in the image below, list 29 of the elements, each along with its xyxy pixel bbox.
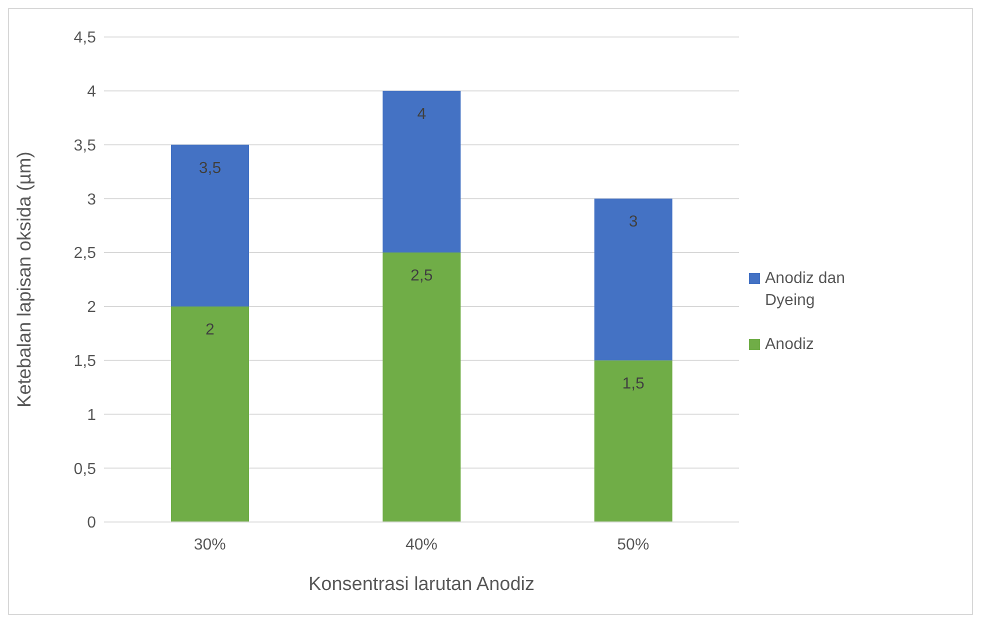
- y-tick-label: 2: [87, 298, 96, 316]
- y-tick-label: 2,5: [74, 244, 96, 262]
- bar: [382, 90, 461, 252]
- data-label: 2,5: [410, 267, 433, 284]
- y-tick-label: 4,5: [74, 29, 96, 46]
- total-label: 3: [628, 213, 638, 230]
- x-tick-label: 40%: [405, 536, 438, 553]
- x-axis-title: Konsentrasi larutan Anodiz: [308, 574, 535, 594]
- legend-label: Anodiz: [765, 334, 814, 354]
- bar: [171, 306, 249, 522]
- y-tick-label: 0: [87, 514, 96, 532]
- y-tick-label: 4: [87, 83, 96, 100]
- y-tick-label: 3: [87, 190, 96, 208]
- x-tick-label: 30%: [194, 536, 226, 553]
- x-tick-label: 50%: [617, 536, 650, 553]
- bar: [594, 360, 672, 522]
- y-axis-title: Ketebalan lapisan oksida (µm): [14, 151, 36, 407]
- bar: [594, 198, 672, 360]
- legend-label: Anodiz dan Dyeing: [765, 268, 846, 310]
- data-label: 1,5: [622, 374, 645, 392]
- data-label: 2: [206, 320, 215, 338]
- y-tick-label: 1,5: [74, 352, 96, 370]
- y-tick-label: 0,5: [74, 460, 96, 478]
- total-label: 4: [417, 105, 426, 122]
- bar: [382, 252, 461, 522]
- y-tick-label: 1: [87, 406, 96, 424]
- total-label: 3,5: [198, 159, 222, 176]
- y-tick-label: 3,5: [74, 136, 96, 154]
- bar: [171, 144, 249, 306]
